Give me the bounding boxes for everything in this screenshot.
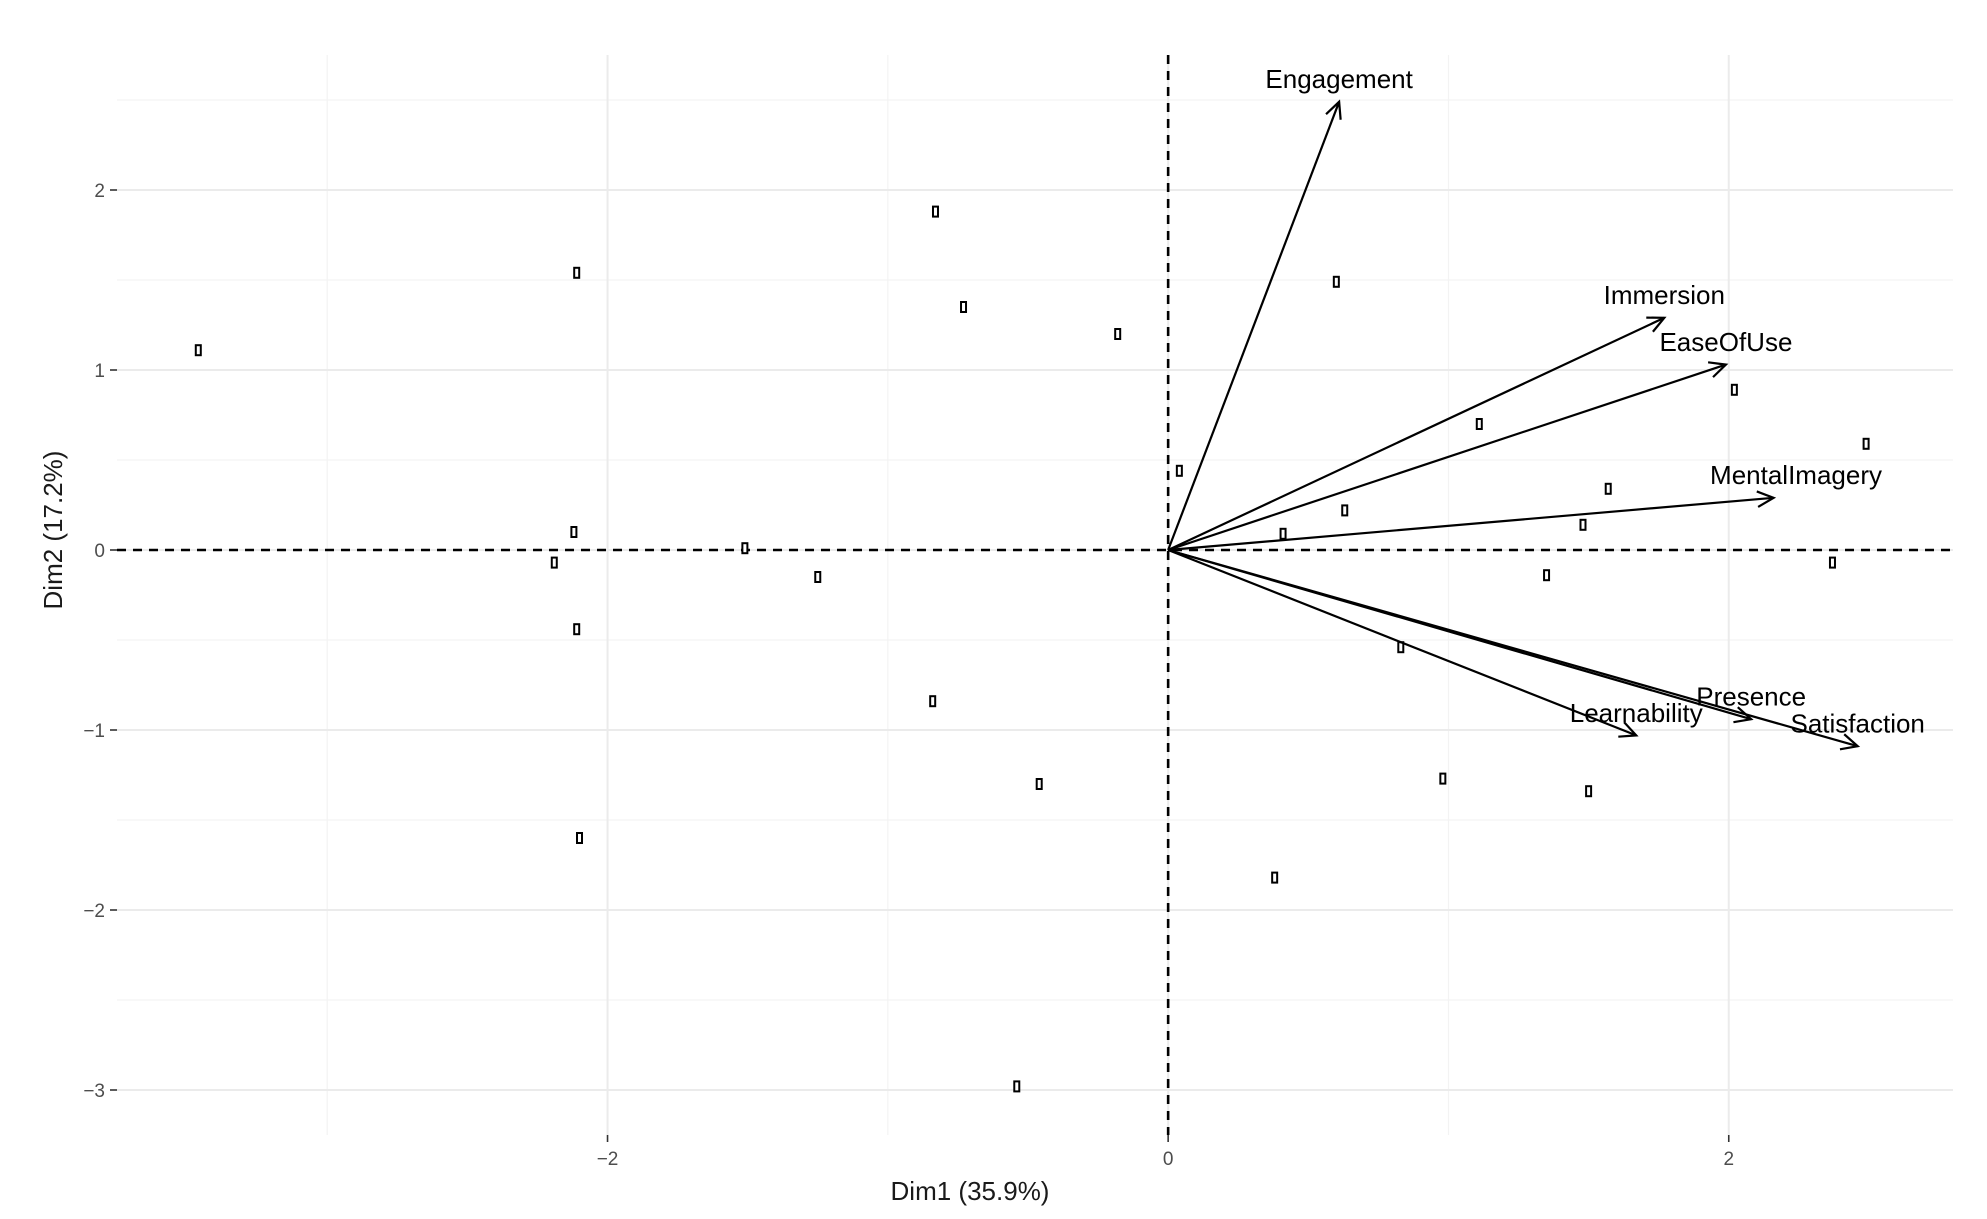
data-point — [576, 832, 584, 844]
data-point — [1439, 772, 1447, 785]
data-point — [1579, 518, 1587, 531]
variable-label-satisfaction: Satisfaction — [1790, 709, 1924, 739]
x-axis-title: Dim1 (35.9%) — [891, 1176, 1050, 1206]
variable-arrow-satisfaction — [1167, 548, 1861, 751]
variable-label-mentalimagery: MentalImagery — [1710, 460, 1882, 490]
data-point — [1035, 778, 1043, 790]
variable-arrow-mentalimagery — [1168, 490, 1777, 552]
y-axis-title: Dim2 (17.2%) — [38, 451, 68, 610]
data-point — [1332, 275, 1340, 288]
x-tick-label: −2 — [597, 1149, 619, 1170]
data-point — [1862, 437, 1870, 450]
reference-lines — [117, 55, 1953, 1135]
variable-arrows — [1167, 99, 1861, 751]
arrow-shaft — [1167, 101, 1341, 551]
y-tick-label: −3 — [83, 1081, 105, 1102]
individuals — [194, 205, 1870, 1093]
data-point — [1475, 418, 1483, 430]
variable-arrow-immersion — [1167, 316, 1667, 551]
y-tick-label: 2 — [94, 181, 105, 202]
variable-label-easeofuse: EaseOfUse — [1659, 327, 1792, 357]
variable-label-learnability: Learnability — [1570, 698, 1703, 728]
data-point — [929, 695, 937, 708]
data-point — [1114, 328, 1122, 340]
axis-ticks: −2 0 2 −3 −2 −1 0 1 2 — [83, 181, 1734, 1170]
data-point — [1585, 785, 1593, 798]
arrow-shaft — [1167, 548, 1637, 737]
y-tick-label: 0 — [94, 541, 105, 562]
data-point — [1341, 504, 1349, 517]
data-point — [573, 623, 581, 636]
data-point — [1175, 464, 1183, 477]
arrow-head — [1707, 361, 1729, 378]
variable-label-immersion: Immersion — [1604, 280, 1725, 310]
variable-arrow-learnability — [1167, 548, 1639, 738]
variable-arrow-engagement — [1167, 99, 1342, 551]
data-point — [1543, 569, 1551, 582]
data-point — [741, 542, 749, 555]
data-point — [573, 266, 581, 279]
data-point — [550, 556, 558, 569]
y-tick-label: −2 — [83, 901, 105, 922]
x-tick-label: 2 — [1723, 1149, 1734, 1170]
arrow-head — [1325, 99, 1342, 120]
variable-labels: Engagement Immersion EaseOfUse MentalImager… — [1265, 64, 1924, 738]
grid — [117, 55, 1953, 1135]
data-point — [931, 205, 939, 218]
data-point — [1828, 556, 1836, 569]
arrow-shaft — [1168, 496, 1774, 552]
data-point — [1271, 871, 1279, 884]
data-point — [1013, 1080, 1021, 1093]
data-point — [814, 571, 822, 583]
data-point — [570, 526, 578, 538]
arrow-head — [1733, 706, 1754, 724]
data-point — [194, 344, 202, 357]
variable-label-engagement: Engagement — [1265, 64, 1413, 94]
arrow-head — [1618, 721, 1639, 738]
arrow-shaft — [1167, 548, 1858, 748]
data-point — [1604, 482, 1612, 495]
arrow-head — [1756, 490, 1777, 508]
x-tick-label: 0 — [1163, 1149, 1174, 1170]
data-point — [1279, 527, 1287, 540]
arrow-shaft — [1167, 363, 1727, 552]
variable-label-presence: Presence — [1696, 682, 1806, 712]
data-point — [960, 301, 968, 313]
arrow-shaft — [1167, 316, 1665, 551]
data-point — [1730, 383, 1738, 396]
arrow-head — [1839, 733, 1861, 751]
y-tick-label: −1 — [83, 721, 105, 742]
y-tick-label: 1 — [94, 361, 105, 382]
variable-arrow-easeofuse — [1167, 361, 1729, 552]
arrow-head — [1646, 316, 1667, 333]
